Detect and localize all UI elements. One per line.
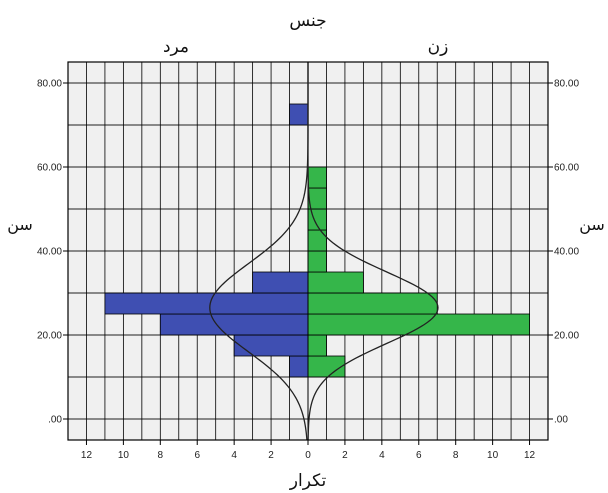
x-tick-label: 6: [194, 450, 200, 461]
female-histogram-bar: [307, 271, 364, 294]
y-tick-label-right: .00: [554, 415, 568, 426]
y-tick-label-left: 40.00: [37, 247, 62, 258]
male-histogram-bar: [289, 103, 309, 126]
male-histogram-bar: [233, 334, 309, 357]
female-histogram-bar: [307, 166, 327, 189]
male-histogram-bar: [289, 355, 309, 378]
female-histogram-bar: [307, 355, 346, 378]
y-axis-title-left: سن: [7, 215, 33, 235]
x-tick-label: 2: [268, 450, 274, 461]
group-label-female: زن: [428, 37, 449, 57]
female-histogram-bar: [307, 229, 327, 252]
x-tick-label: 4: [379, 450, 385, 461]
x-tick-label: 12: [524, 450, 536, 461]
female-histogram-bar: [307, 292, 438, 315]
x-tick-label: 8: [453, 450, 459, 461]
male-histogram-bar: [159, 313, 309, 336]
female-histogram-bar: [307, 250, 327, 273]
x-axis-title: تکرار: [289, 471, 327, 491]
group-label-male: مرد: [163, 37, 189, 57]
x-tick-label: 0: [305, 450, 311, 461]
female-normal-curve: [307, 62, 439, 441]
x-tick-label: 10: [118, 450, 130, 461]
x-tick-label: 8: [158, 450, 164, 461]
y-tick-label-left: 20.00: [37, 331, 62, 342]
y-tick-label-left: .00: [48, 415, 62, 426]
y-tick-label-left: 80.00: [37, 79, 62, 90]
y-tick-label-right: 40.00: [554, 247, 579, 258]
male-histogram-bar: [252, 271, 309, 294]
x-tick-label: 2: [342, 450, 348, 461]
y-tick-label-right: 60.00: [554, 163, 579, 174]
female-histogram-bar: [307, 313, 530, 336]
x-tick-label: 4: [231, 450, 237, 461]
chart-title: جنس: [289, 11, 326, 31]
female-histogram-bar: [307, 334, 327, 357]
male-histogram-bar: [104, 292, 309, 315]
female-histogram-bar: [307, 208, 327, 231]
x-tick-label: 12: [81, 450, 93, 461]
x-tick-label: 6: [416, 450, 422, 461]
y-tick-label-left: 60.00: [37, 163, 62, 174]
y-tick-label-right: 80.00: [554, 79, 579, 90]
x-tick-label: 10: [487, 450, 499, 461]
y-axis-title-right: سن: [579, 215, 605, 235]
y-tick-label-right: 20.00: [554, 331, 579, 342]
